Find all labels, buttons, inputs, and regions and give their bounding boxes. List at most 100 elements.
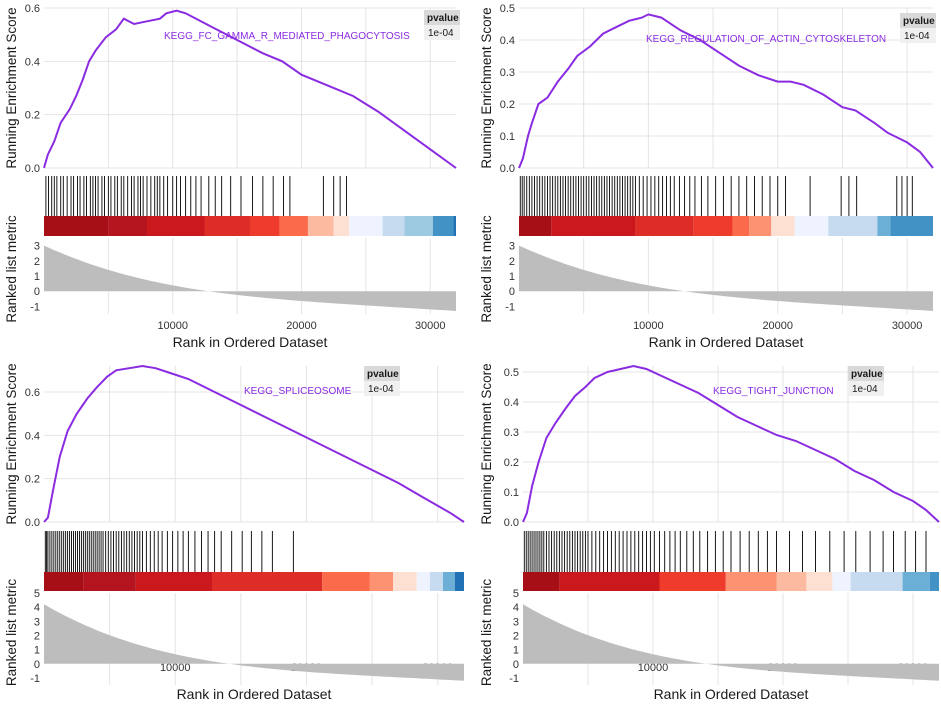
pvalue-header-cell <box>848 366 884 381</box>
es-ytick-label: 0.0 <box>500 163 515 175</box>
metric-ytick-label: -1 <box>30 301 40 313</box>
pvalue-value-cell <box>424 25 460 40</box>
heatbar-segment <box>725 572 777 591</box>
heatbar-segment <box>393 572 417 591</box>
pvalue-header-cell <box>424 10 460 25</box>
heatbar-segment <box>83 572 136 591</box>
metric-ytick-label: 4 <box>513 602 519 614</box>
metric-ytick-label: 0 <box>509 286 515 298</box>
metric-ytick-label: -1 <box>30 673 40 685</box>
es-ytick-label: 0.4 <box>500 35 515 47</box>
heatbar-segment <box>551 216 636 236</box>
heatbar-segment <box>333 216 350 236</box>
es-ytick-label: 0.0 <box>25 517 40 529</box>
es-ytick-label: 0.1 <box>500 131 515 143</box>
es-ytick-label: 0.3 <box>500 67 515 79</box>
metric-y-axis-label: Ranked list metric <box>4 579 19 687</box>
heatbar-segment <box>279 216 308 236</box>
gene-set-name: KEGG_TIGHT_JUNCTION <box>713 386 834 397</box>
pvalue-header: pvalue <box>851 369 883 380</box>
pvalue-header: pvalue <box>367 369 399 380</box>
heatbar-segment <box>429 572 443 591</box>
gsea-panel-spliceosome: 0.00.20.40.6 -1012345100002000030000 Run… <box>4 363 465 702</box>
heatbar-segment <box>43 572 84 591</box>
x-tick-label: 10000 <box>633 320 664 332</box>
pvalue-value-cell <box>900 28 936 43</box>
heatbar-segment <box>749 216 772 236</box>
x-axis-label: Rank in Ordered Dataset <box>654 686 809 702</box>
heatbar-segment <box>204 216 250 236</box>
metric-ytick-label: 3 <box>34 241 40 253</box>
metric-y-axis-label: Ranked list metric <box>479 579 494 687</box>
heatbar-segment <box>828 216 878 236</box>
es-ytick-label: 0.2 <box>500 99 515 111</box>
running-es-line <box>522 364 940 523</box>
x-axis-label: Rank in Ordered Dataset <box>649 334 804 350</box>
gsea-panel-actin-cytoskeleton: 0.0 0.1 0.2 0.3 0.4 0.5 -1 0 1 2 3 10000 20000 30000… <box>479 3 936 350</box>
es-ytick-label: 0.5 <box>500 3 515 15</box>
rank-heatbar <box>522 572 939 591</box>
heatbar-segment <box>832 572 851 591</box>
pvalue-value-cell <box>848 381 884 396</box>
heatbar-segment <box>771 216 795 236</box>
heatbar-segment <box>559 572 660 591</box>
es-ytick-label: 0.2 <box>25 474 40 486</box>
es-axis: 0.0 0.2 0.4 0.6 <box>25 3 40 175</box>
heatbar-segment <box>43 216 109 236</box>
ranked-metric-area <box>44 604 464 681</box>
es-gridlines <box>44 7 456 314</box>
x-tick-label: 20000 <box>762 320 793 332</box>
es-y-axis-label: Running Enrichment Score <box>4 7 19 168</box>
pvalue-table: pvalue 1e-04 <box>424 10 460 40</box>
heatbar-segment <box>369 572 394 591</box>
pvalue-table: pvalue 1e-04 <box>848 366 884 396</box>
heatbar-segment <box>416 572 430 591</box>
gene-set-name: KEGG_SPLICEOSOME <box>244 386 352 397</box>
hit-ticks <box>519 176 913 216</box>
heatbar-segment <box>307 216 334 236</box>
heatbar-segment <box>806 572 833 591</box>
es-y-axis-label: Running Enrichment Score <box>4 363 19 524</box>
gene-set-name: KEGG_FC_GAMMA_R_MEDIATED_PHAGOCYTOSIS <box>164 31 410 42</box>
metric-ytick-label: 2 <box>513 630 519 642</box>
metric-ytick-label: 1 <box>34 271 40 283</box>
heatbar-segment <box>929 572 939 591</box>
heatbar-segment <box>522 572 560 591</box>
es-ytick-label: 0.0 <box>504 517 519 529</box>
gsea-panel-fc-gamma: 0.0 0.2 0.4 0.6 -1 0 1 2 3 10000 20000 30000 Runni… <box>4 3 460 350</box>
metric-ytick-label: 3 <box>509 241 515 253</box>
metric-ytick-label: 2 <box>34 256 40 268</box>
metric-axis: -1 0 1 2 3 10000 20000 30000 <box>30 241 445 332</box>
metric-y-axis-label: Ranked list metric <box>4 215 19 323</box>
ranked-metric-area <box>519 245 933 311</box>
metric-ytick-label: 3 <box>34 616 40 628</box>
es-axis: 0.0 0.1 0.2 0.3 0.4 0.5 <box>504 367 519 529</box>
es-ytick-label: 0.4 <box>25 56 40 68</box>
gsea-panel-tight-junction: 0.00.10.20.30.40.5 -10123451000020000300… <box>479 363 940 702</box>
es-axis: 0.0 0.1 0.2 0.3 0.4 0.5 <box>500 3 515 175</box>
heatbar-segment <box>135 572 212 591</box>
heatbar-segment <box>635 216 694 236</box>
metric-ytick-label: 0 <box>34 286 40 298</box>
metric-ytick-label: 0 <box>513 659 519 671</box>
heatbar-segment <box>249 216 280 236</box>
metric-axis: -1 0 1 2 3 10000 20000 30000 <box>505 241 922 332</box>
metric-ytick-label: 3 <box>513 616 519 628</box>
es-ytick-label: 0.4 <box>25 430 40 442</box>
heatbar-segment <box>322 572 370 591</box>
heatbar-segment <box>382 216 405 236</box>
hit-ticks <box>45 176 348 216</box>
metric-ytick-label: 0 <box>34 659 40 671</box>
pvalue-header: pvalue <box>903 16 935 27</box>
running-es-line <box>43 364 465 523</box>
es-gridlines <box>523 366 939 685</box>
x-tick-label: 10000 <box>638 662 669 674</box>
metric-ytick-label: 2 <box>509 256 515 268</box>
heatbar-segment <box>432 216 454 236</box>
x-axis-label: Rank in Ordered Dataset <box>177 686 332 702</box>
es-gridlines <box>519 7 933 314</box>
rank-heatbar <box>518 216 933 236</box>
heatbar-segment <box>890 216 933 236</box>
gene-set-name: KEGG_REGULATION_OF_ACTIN_CYTOSKELETON <box>646 34 886 45</box>
